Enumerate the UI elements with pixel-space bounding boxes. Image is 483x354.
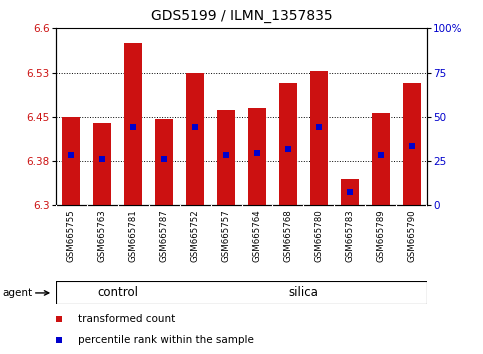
- Text: GSM665789: GSM665789: [376, 209, 385, 262]
- Text: GSM665783: GSM665783: [345, 209, 355, 262]
- Text: GSM665768: GSM665768: [284, 209, 293, 262]
- Text: GSM665755: GSM665755: [67, 209, 75, 262]
- Bar: [341, 179, 359, 205]
- Bar: [93, 123, 112, 205]
- Text: GSM665780: GSM665780: [314, 209, 324, 262]
- Text: GSM665752: GSM665752: [190, 209, 199, 262]
- Bar: [279, 83, 297, 205]
- Text: percentile rank within the sample: percentile rank within the sample: [78, 335, 254, 345]
- Text: GSM665787: GSM665787: [159, 209, 169, 262]
- Bar: [217, 110, 235, 205]
- Bar: [310, 72, 328, 205]
- Text: silica: silica: [288, 286, 318, 299]
- Text: GSM665790: GSM665790: [408, 209, 416, 262]
- Bar: [186, 73, 204, 205]
- Text: GSM665763: GSM665763: [98, 209, 107, 262]
- Text: GSM665781: GSM665781: [128, 209, 138, 262]
- Text: control: control: [97, 286, 138, 299]
- Text: transformed count: transformed count: [78, 314, 175, 324]
- Text: agent: agent: [2, 288, 32, 298]
- Text: GSM665764: GSM665764: [253, 209, 261, 262]
- Bar: [403, 83, 421, 205]
- Bar: [62, 117, 80, 205]
- Text: GDS5199 / ILMN_1357835: GDS5199 / ILMN_1357835: [151, 9, 332, 23]
- Bar: [372, 113, 390, 205]
- Bar: [248, 108, 266, 205]
- Bar: [155, 119, 173, 205]
- Bar: [124, 43, 142, 205]
- Text: GSM665757: GSM665757: [222, 209, 230, 262]
